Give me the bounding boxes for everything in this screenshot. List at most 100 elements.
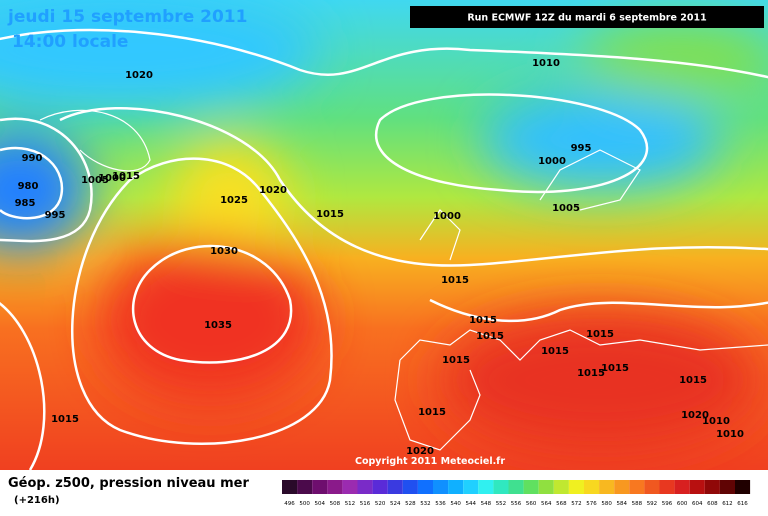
copyright: Copyright 2011 Meteociel.fr	[355, 456, 505, 467]
isobar-label: 1015	[541, 346, 569, 357]
isobar-label: 1000	[538, 156, 566, 167]
lead-time: (+216h)	[14, 495, 60, 506]
scale-label: 596	[662, 501, 673, 507]
scale-label: 552	[496, 501, 507, 507]
isobar-label: 1020	[125, 70, 153, 81]
isobar-label: 995	[571, 143, 592, 154]
coastlines	[39, 109, 768, 451]
scale-swatch	[674, 480, 690, 494]
scale-swatch	[342, 480, 358, 494]
scale-swatch	[614, 480, 630, 494]
scale-swatch	[704, 480, 720, 494]
isobar-label: 1015	[441, 275, 469, 286]
scale-label: 556	[511, 501, 522, 507]
scale-label: 528	[405, 501, 416, 507]
isobar-label: 1025	[220, 195, 248, 206]
isobar-label: 1015	[316, 209, 344, 220]
isobar-label: 1015	[601, 363, 629, 374]
scale-swatch	[735, 480, 751, 494]
isobar-label: 1005	[81, 175, 109, 186]
isobar-label: 1020	[681, 410, 709, 421]
scale-swatch	[523, 480, 539, 494]
scale-swatch	[629, 480, 645, 494]
isobar-label: 1030	[210, 246, 238, 257]
scale-label: 576	[586, 501, 597, 507]
scale-swatch	[327, 480, 343, 494]
isobar-label: 1005	[552, 203, 580, 214]
scale-swatch	[599, 480, 615, 494]
scale-label: 520	[375, 501, 386, 507]
run: Run ECMWF 12Z du mardi 6 septembre 2011	[467, 13, 706, 24]
scale-swatch	[719, 480, 735, 494]
scale-label: 516	[360, 501, 371, 507]
isobar-label: 995	[45, 210, 66, 221]
isobar-label: 1015	[442, 355, 470, 366]
scale-swatch	[568, 480, 584, 494]
isobar-label: 1010	[716, 429, 744, 440]
scale-swatch	[312, 480, 328, 494]
scale-swatch	[372, 480, 388, 494]
isobar-label: 1010	[532, 58, 560, 69]
isobar-label: 1010	[702, 416, 730, 427]
isobar-label: 1015	[476, 331, 504, 342]
scale-swatch	[689, 480, 705, 494]
isobar-label: 980	[18, 181, 39, 192]
scale-swatch	[417, 480, 433, 494]
scale-label: 572	[571, 501, 582, 507]
date: jeudi 15 septembre 2011	[7, 7, 247, 27]
isobar-label: 1015	[51, 414, 79, 425]
isobar-label: 1000	[98, 173, 126, 184]
scale-label: 600	[677, 501, 688, 507]
scale-label: 592	[647, 501, 658, 507]
scale-label: 504	[315, 501, 326, 507]
run-box	[410, 6, 764, 28]
scale-label: 548	[481, 501, 492, 507]
scale-label: 536	[435, 501, 446, 507]
scale-label: 508	[330, 501, 341, 507]
scale-swatch	[297, 480, 313, 494]
scale-label: 568	[556, 501, 567, 507]
scale-swatch	[659, 480, 675, 494]
scale-label: 608	[707, 501, 718, 507]
scale-label: 532	[420, 501, 431, 507]
scale-swatch	[463, 480, 479, 494]
scale-swatch	[433, 480, 449, 494]
isobar-label: 1000	[433, 211, 461, 222]
isobar-label: 1020	[406, 446, 434, 457]
scale-swatch	[644, 480, 660, 494]
scale-swatch	[357, 480, 373, 494]
scale-label: 564	[541, 501, 552, 507]
scale-swatch	[493, 480, 509, 494]
scale-label: 612	[722, 501, 733, 507]
scale-swatch	[478, 480, 494, 494]
isobar-label: 1015	[418, 407, 446, 418]
scale-swatch	[553, 480, 569, 494]
isobar-label: 1015	[469, 315, 497, 326]
scale-swatch	[538, 480, 554, 494]
scale-swatch	[387, 480, 403, 494]
isobar-label: 1015	[112, 171, 140, 182]
isobar-label: 1035	[204, 320, 232, 331]
scale-label: 500	[299, 501, 310, 507]
isobar-label: 985	[15, 198, 36, 209]
scale-swatch	[584, 480, 600, 494]
scale-label: 524	[390, 501, 401, 507]
scale-label: 560	[526, 501, 537, 507]
scale-label: 580	[601, 501, 612, 507]
isobar-label: 1015	[679, 375, 707, 386]
scale-label: 604	[692, 501, 703, 507]
scale-label: 544	[466, 501, 477, 507]
scale-label: 540	[450, 501, 461, 507]
footer-title: Géop. z500, pression niveau mer	[8, 476, 249, 491]
field	[0, 0, 768, 470]
scale-swatch	[282, 480, 298, 494]
scale-label: 584	[617, 501, 628, 507]
isobar-label: 1015	[577, 368, 605, 379]
isobar-label: 1015	[586, 329, 614, 340]
scale-swatch	[402, 480, 418, 494]
isobar-label: 1020	[259, 185, 287, 196]
scale-label: 588	[632, 501, 643, 507]
scale-label: 616	[737, 501, 748, 507]
scale-swatch	[448, 480, 464, 494]
